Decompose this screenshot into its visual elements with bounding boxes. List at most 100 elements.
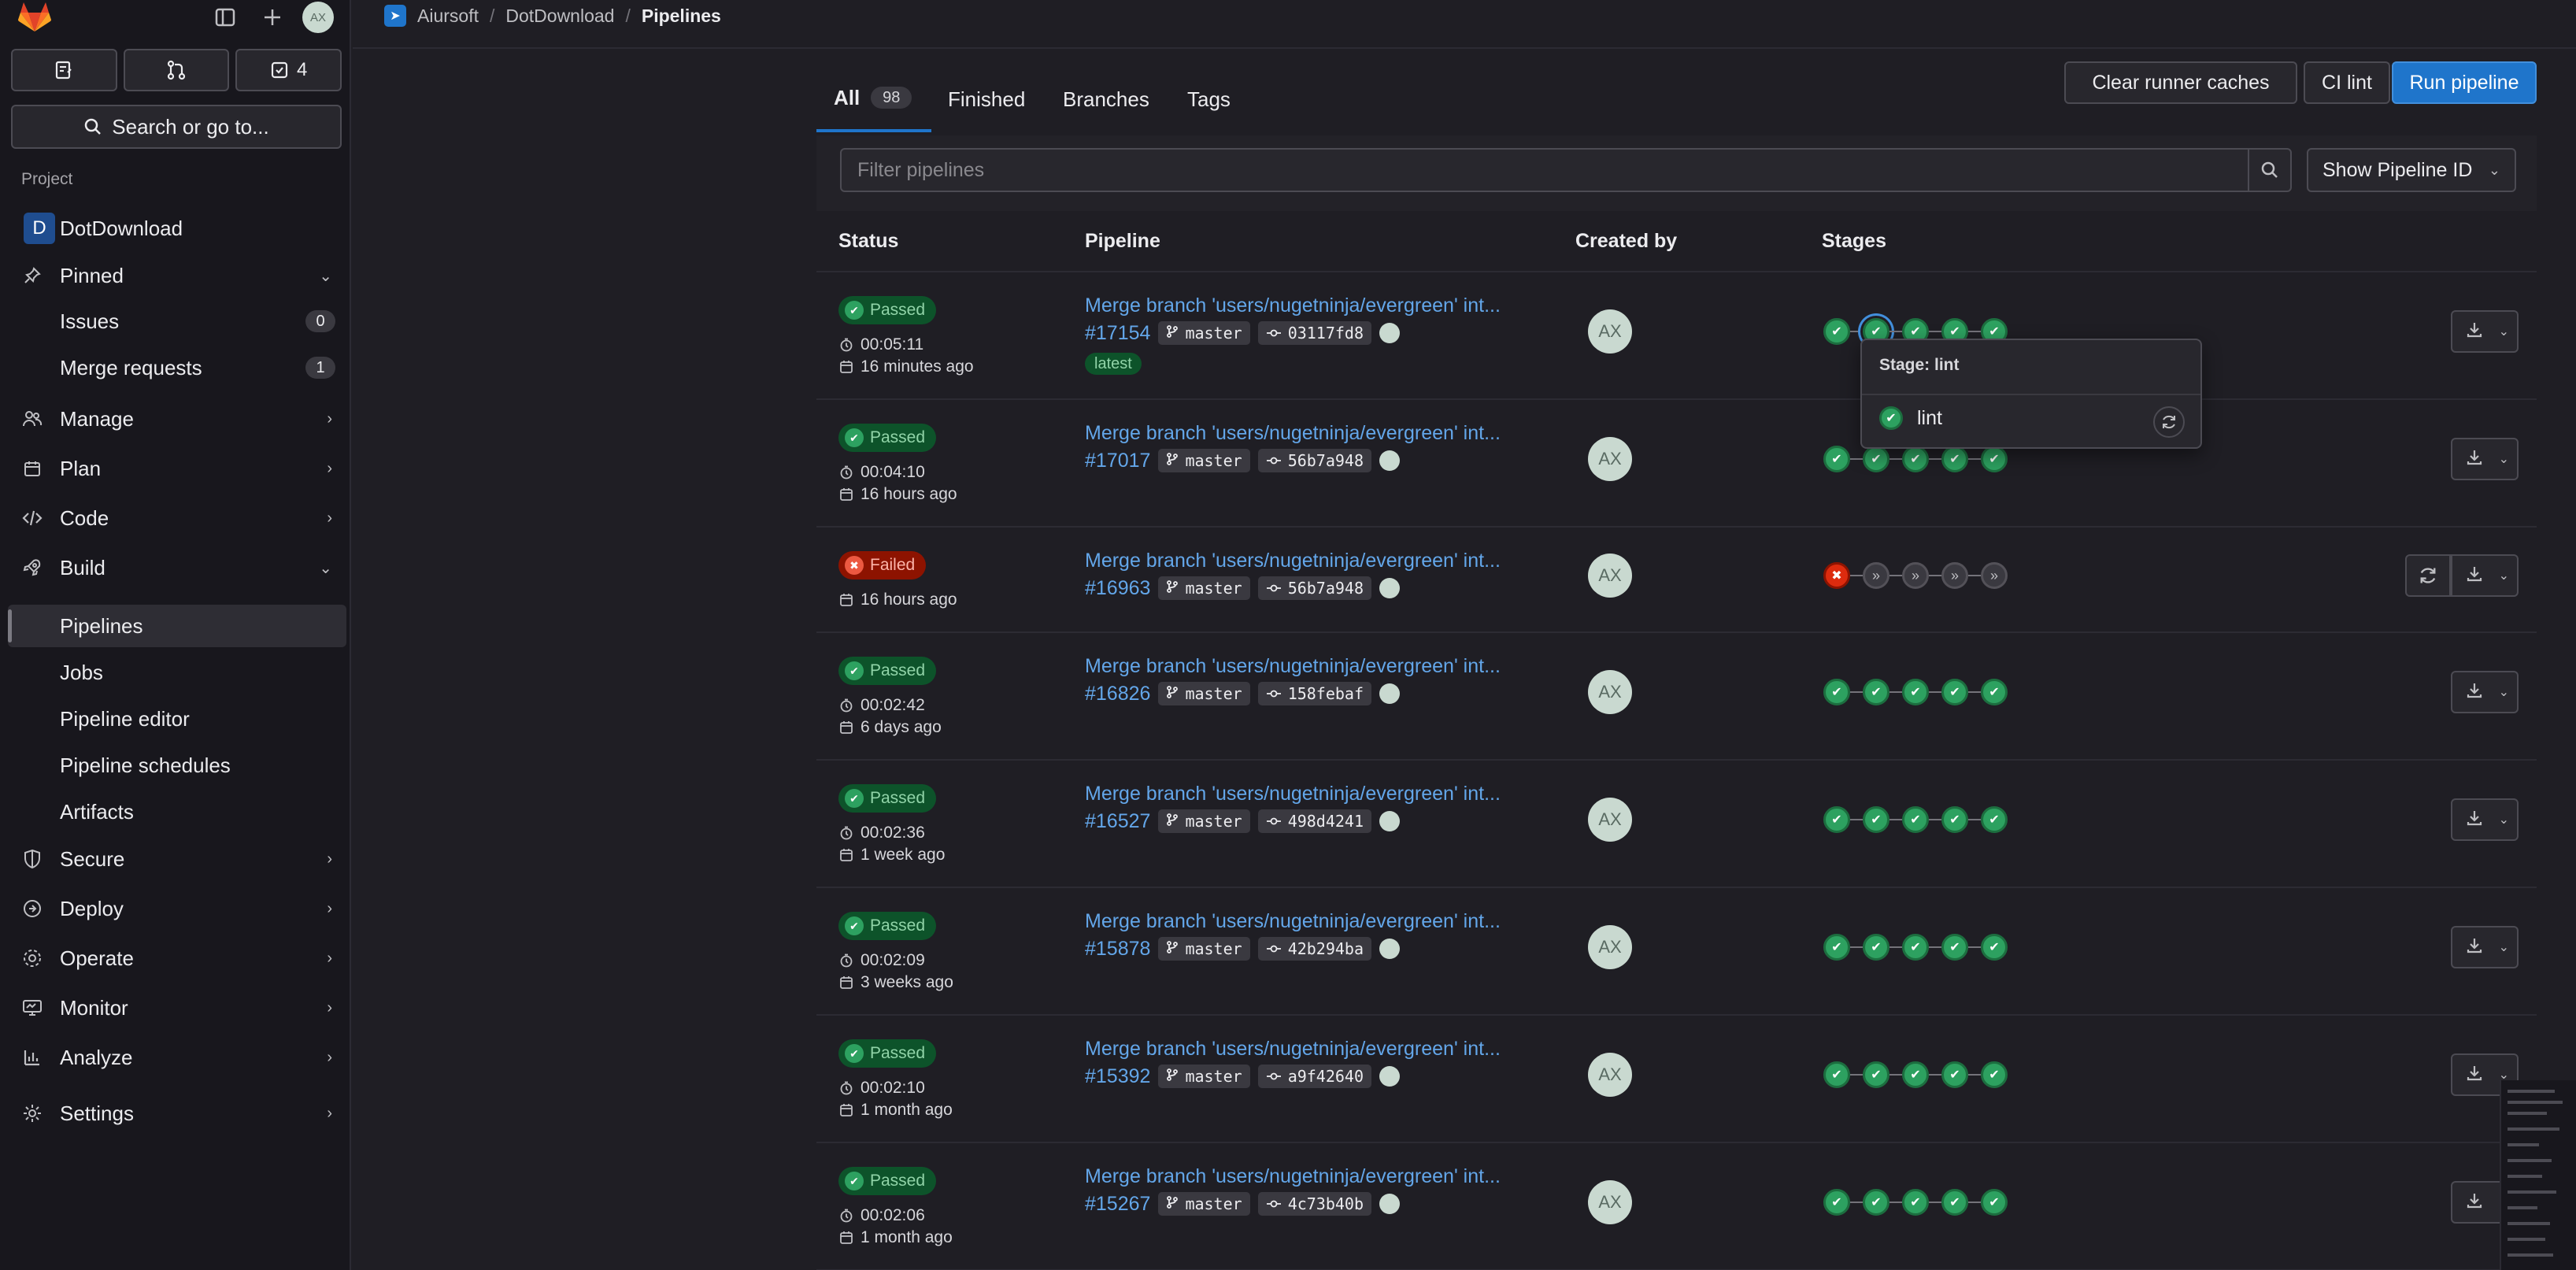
sidebar-item-artifacts[interactable]: Artifacts	[8, 791, 346, 833]
pipeline-id-link[interactable]: #15267	[1085, 1192, 1151, 1215]
creator-avatar[interactable]: AX	[1588, 554, 1632, 598]
retry-job-button[interactable]	[2153, 406, 2185, 438]
stage-success-icon[interactable]: ✔	[1941, 446, 1968, 472]
stage-success-icon[interactable]: ✔	[1941, 934, 1968, 961]
download-artifacts-dropdown[interactable]: ⌄	[2451, 798, 2519, 841]
sidebar-item-build[interactable]: Build ⌄	[8, 546, 346, 589]
stage-success-icon[interactable]: ✔	[1823, 1189, 1850, 1216]
sidebar-item-code[interactable]: Code ›	[8, 497, 346, 539]
breadcrumb-group[interactable]: Aiursoft	[417, 5, 479, 26]
sidebar-item-secure[interactable]: Secure ›	[8, 838, 346, 880]
stage-success-icon[interactable]: ✔	[1863, 446, 1889, 472]
branch-ref[interactable]: master	[1158, 321, 1250, 345]
creator-avatar[interactable]: AX	[1588, 925, 1632, 969]
stage-success-icon[interactable]: ✔	[1823, 679, 1850, 705]
status-badge[interactable]: ✔ Passed	[838, 784, 937, 813]
pipeline-id-link[interactable]: #16963	[1085, 576, 1151, 599]
commit-author-avatar[interactable]	[1379, 939, 1401, 959]
status-badge[interactable]: ✔ Passed	[838, 912, 937, 940]
stage-success-icon[interactable]: ✔	[1863, 1189, 1889, 1216]
pipeline-commit-title[interactable]: Merge branch 'users/nugetninja/evergreen…	[1085, 910, 1501, 932]
pipeline-commit-title[interactable]: Merge branch 'users/nugetninja/evergreen…	[1085, 1165, 1501, 1187]
stage-success-icon[interactable]: ✔	[1863, 806, 1889, 833]
retry-pipeline-button[interactable]	[2405, 554, 2451, 597]
stage-success-icon[interactable]: ✔	[1941, 806, 1968, 833]
download-artifacts-dropdown[interactable]: ⌄	[2451, 438, 2519, 480]
stage-skipped-icon[interactable]: »	[1981, 562, 2008, 589]
stage-success-icon[interactable]: ✔	[1981, 806, 2008, 833]
sidebar-item-analyze[interactable]: Analyze ›	[8, 1036, 346, 1079]
commit-sha[interactable]: a9f42640	[1257, 1065, 1372, 1088]
stage-success-icon[interactable]: ✔	[1902, 934, 1929, 961]
tab-finished[interactable]: Finished	[948, 66, 1025, 132]
branch-ref[interactable]: master	[1158, 682, 1250, 705]
branch-ref[interactable]: master	[1158, 809, 1250, 833]
stage-skipped-icon[interactable]: »	[1863, 562, 1889, 589]
stage-success-icon[interactable]: ✔	[1941, 1061, 1968, 1088]
commit-author-avatar[interactable]	[1379, 323, 1401, 343]
stage-success-icon[interactable]: ✔	[1902, 446, 1929, 472]
sidebar-item-manage[interactable]: Manage ›	[8, 398, 346, 440]
commit-sha[interactable]: 498d4241	[1257, 809, 1372, 833]
status-badge[interactable]: ✔ Passed	[838, 1167, 937, 1195]
pipeline-commit-title[interactable]: Merge branch 'users/nugetninja/evergreen…	[1085, 655, 1501, 677]
stage-success-icon[interactable]: ✔	[1981, 1061, 2008, 1088]
filter-pipelines-input[interactable]: Filter pipelines	[840, 148, 2249, 192]
create-new-icon[interactable]	[257, 2, 288, 33]
branch-ref[interactable]: master	[1158, 1065, 1250, 1088]
commit-author-avatar[interactable]	[1379, 1066, 1401, 1087]
commit-author-avatar[interactable]	[1379, 1194, 1401, 1214]
stage-skipped-icon[interactable]: »	[1902, 562, 1929, 589]
pipeline-commit-title[interactable]: Merge branch 'users/nugetninja/evergreen…	[1085, 294, 1501, 317]
branch-ref[interactable]: master	[1158, 449, 1250, 472]
download-artifacts-dropdown[interactable]: ⌄	[2451, 554, 2519, 597]
status-badge[interactable]: ✔ Passed	[838, 424, 937, 452]
pipeline-commit-title[interactable]: Merge branch 'users/nugetninja/evergreen…	[1085, 1038, 1501, 1060]
download-artifacts-dropdown[interactable]: ⌄	[2451, 926, 2519, 968]
commit-sha[interactable]: 4c73b40b	[1257, 1192, 1372, 1216]
stage-success-icon[interactable]: ✔	[1981, 934, 2008, 961]
sidebar-item-jobs[interactable]: Jobs	[8, 651, 346, 694]
commit-author-avatar[interactable]	[1379, 811, 1401, 831]
download-artifacts-dropdown[interactable]: ⌄	[2451, 310, 2519, 353]
clear-runner-caches-button-2[interactable]: Clear runner caches	[2064, 61, 2297, 104]
sidebar-item-monitor[interactable]: Monitor ›	[8, 987, 346, 1029]
stage-success-icon[interactable]: ✔	[1823, 806, 1850, 833]
pipeline-id-link[interactable]: #15392	[1085, 1065, 1151, 1087]
tab-tags[interactable]: Tags	[1187, 66, 1231, 132]
branch-ref[interactable]: master	[1158, 937, 1250, 961]
sidebar-item-pipeline-schedules[interactable]: Pipeline schedules	[8, 744, 346, 787]
pipeline-commit-title[interactable]: Merge branch 'users/nugetninja/evergreen…	[1085, 550, 1501, 572]
breadcrumb-project[interactable]: DotDownload	[505, 5, 615, 26]
pipeline-commit-title[interactable]: Merge branch 'users/nugetninja/evergreen…	[1085, 422, 1501, 444]
commit-sha[interactable]: 42b294ba	[1257, 937, 1372, 961]
pipeline-id-link[interactable]: #16826	[1085, 682, 1151, 705]
commit-sha[interactable]: 03117fd8	[1257, 321, 1372, 345]
stage-success-icon[interactable]: ✔	[1823, 318, 1850, 345]
filter-search-button[interactable]	[2248, 148, 2292, 192]
sidebar-item-operate[interactable]: Operate ›	[8, 937, 346, 979]
tab-branches[interactable]: Branches	[1063, 66, 1149, 132]
commit-author-avatar[interactable]	[1379, 683, 1401, 704]
pipeline-commit-title[interactable]: Merge branch 'users/nugetninja/evergreen…	[1085, 783, 1501, 805]
user-avatar[interactable]: AX	[302, 2, 334, 33]
sidebar-toggle-icon[interactable]	[209, 2, 241, 33]
stage-failed-icon[interactable]: ✖	[1823, 562, 1850, 589]
stage-success-icon[interactable]: ✔	[1863, 679, 1889, 705]
stage-success-icon[interactable]: ✔	[1863, 934, 1889, 961]
pipeline-id-link[interactable]: #17017	[1085, 449, 1151, 472]
sidebar-item-plan[interactable]: Plan ›	[8, 447, 346, 490]
status-badge[interactable]: ✖ Failed	[838, 551, 927, 579]
search-button[interactable]: Search or go to...	[11, 105, 342, 149]
pipeline-id-link[interactable]: #15878	[1085, 937, 1151, 960]
stage-skipped-icon[interactable]: »	[1941, 562, 1968, 589]
ci-lint-button[interactable]: CI lint	[2304, 61, 2390, 104]
commit-author-avatar[interactable]	[1379, 450, 1401, 471]
sidebar-item-merge-requests[interactable]: Merge requests 1	[8, 346, 346, 389]
show-pipeline-id-dropdown[interactable]: Show Pipeline ID ⌄	[2307, 148, 2516, 192]
tab-all[interactable]: All 98	[816, 66, 931, 132]
sidebar-item-settings[interactable]: Settings ›	[8, 1092, 346, 1135]
creator-avatar[interactable]: AX	[1588, 437, 1632, 481]
creator-avatar[interactable]: AX	[1588, 1053, 1632, 1097]
todos-button[interactable]: 4	[235, 49, 342, 91]
